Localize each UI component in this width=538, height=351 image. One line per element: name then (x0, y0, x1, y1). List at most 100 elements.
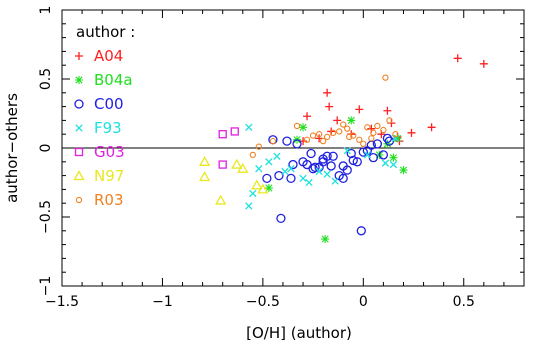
data-point (383, 106, 392, 115)
data-point (321, 235, 330, 244)
legend-label: A04 (94, 47, 123, 65)
x-tick-label: −1 (152, 294, 173, 310)
data-point (249, 189, 257, 198)
data-point (310, 162, 320, 172)
data-point (305, 178, 313, 187)
data-point (251, 179, 263, 190)
data-point (215, 194, 227, 205)
legend-marker (74, 99, 84, 109)
data-point (230, 127, 239, 136)
legend-marker (75, 124, 83, 132)
data-point (237, 162, 249, 173)
data-point (392, 131, 399, 138)
y-axis-label: author−others (3, 93, 21, 203)
data-point (383, 139, 392, 148)
data-point (323, 88, 332, 97)
data-point (323, 133, 331, 141)
data-point (382, 74, 389, 81)
data-point (393, 134, 402, 143)
data-point (292, 139, 302, 149)
legend-label: G03 (94, 143, 125, 161)
data-point (302, 159, 312, 170)
data-point (326, 161, 336, 171)
data-point (346, 148, 356, 159)
y-tick-label: 0.5 (38, 68, 54, 90)
data-point (333, 116, 342, 125)
data-point (380, 126, 387, 134)
series-n97 (199, 155, 269, 205)
data-point (368, 135, 375, 142)
data-point (286, 173, 296, 184)
data-point (218, 160, 227, 169)
data-point (453, 54, 462, 63)
series-a04 (299, 54, 488, 146)
legend-marker (75, 196, 83, 204)
data-point (358, 147, 368, 157)
x-tick-label: 0.5 (453, 294, 475, 310)
data-point (281, 167, 289, 176)
data-point (360, 140, 367, 148)
data-point (262, 173, 272, 184)
data-point (249, 151, 256, 159)
data-point (274, 170, 284, 181)
data-point (309, 132, 317, 139)
data-point (315, 131, 323, 138)
data-point (282, 136, 292, 146)
data-point (287, 165, 295, 173)
data-point (389, 153, 398, 162)
data-point (346, 133, 353, 141)
data-point (389, 160, 398, 169)
data-point (306, 148, 316, 159)
legend: author : A04 B04a C00 F93 G03 N97 R03 (73, 23, 135, 209)
data-point (350, 132, 357, 139)
y-tick-label: 0 (38, 144, 54, 153)
x-axis-label: [O/H] (author) (246, 324, 352, 342)
legend-label: R03 (94, 191, 124, 209)
data-point (269, 137, 277, 145)
legend-label: N97 (94, 167, 124, 185)
data-point (265, 158, 273, 166)
data-point (218, 130, 227, 139)
legend-label: F93 (94, 119, 122, 137)
x-tick-label: −0.5 (246, 294, 280, 310)
data-point (319, 137, 327, 145)
legend-marker (75, 52, 83, 60)
data-point (303, 136, 311, 143)
data-point (276, 213, 286, 224)
series-g03 (218, 127, 239, 169)
data-point (364, 124, 371, 131)
data-point (370, 129, 377, 136)
y-tick-label: −0.5 (38, 200, 54, 234)
data-point (318, 157, 328, 167)
data-point (363, 151, 371, 159)
data-point (372, 139, 383, 149)
data-point (407, 128, 416, 137)
data-point (331, 177, 339, 185)
series-r03 (249, 74, 399, 159)
legend-marker (74, 147, 84, 157)
data-point (323, 170, 331, 178)
data-point (199, 171, 211, 182)
data-point (299, 174, 307, 183)
data-point (399, 166, 408, 175)
data-point (255, 165, 263, 173)
data-point (355, 105, 364, 114)
data-point (293, 122, 301, 130)
data-point (299, 123, 308, 132)
data-point (325, 102, 334, 111)
data-point (479, 59, 488, 68)
legend-label: B04a (94, 71, 133, 89)
x-tick-label: 0 (359, 294, 368, 310)
data-point (342, 165, 352, 175)
series-f93 (245, 123, 400, 210)
x-tick-label: −1.5 (45, 294, 79, 310)
legend-title: author : (76, 23, 135, 41)
data-point (381, 159, 390, 167)
data-point (257, 183, 269, 194)
y-tick-label: 1 (38, 6, 54, 15)
data-point (245, 202, 253, 210)
data-point (338, 173, 348, 184)
data-point (273, 152, 281, 160)
data-point (255, 143, 263, 150)
